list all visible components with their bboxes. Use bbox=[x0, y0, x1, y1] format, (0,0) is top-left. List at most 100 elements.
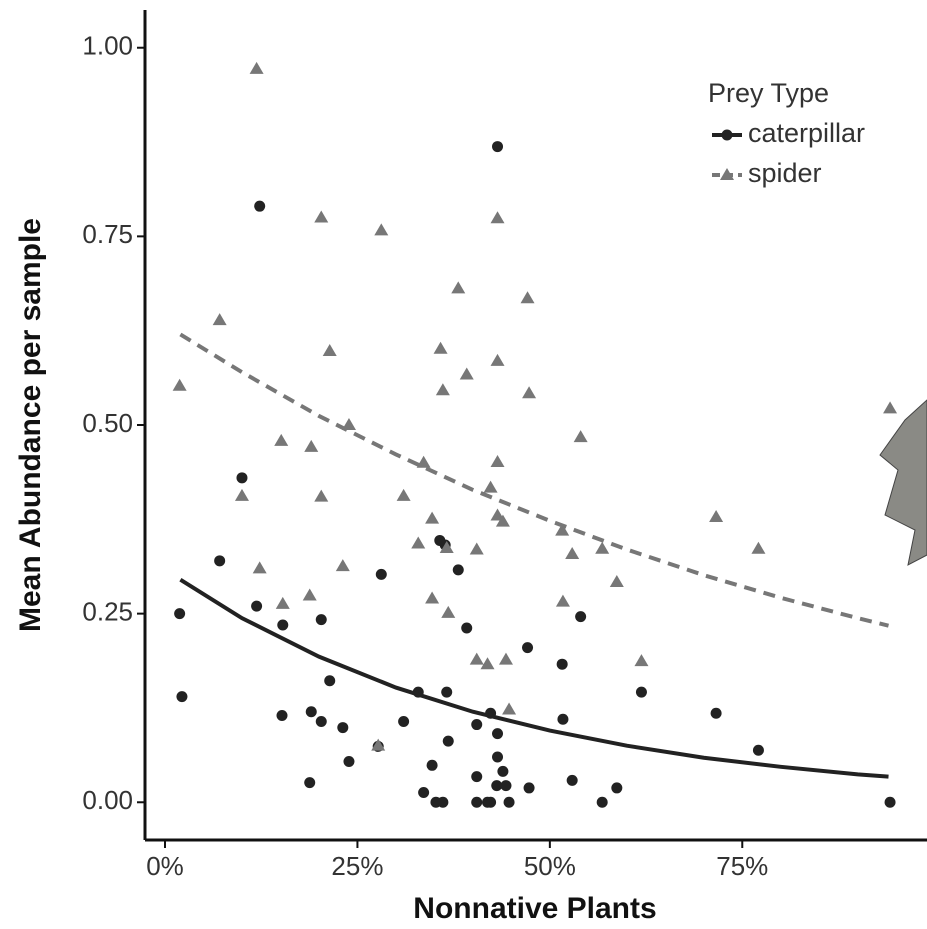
point bbox=[276, 710, 288, 721]
point bbox=[556, 658, 568, 670]
point bbox=[490, 508, 505, 521]
moth-illustration bbox=[879, 399, 927, 566]
point bbox=[425, 511, 440, 524]
legend-title: Prey Type bbox=[708, 78, 829, 108]
point bbox=[375, 568, 387, 580]
point bbox=[314, 489, 329, 502]
x-tick-label: 75% bbox=[716, 851, 768, 881]
y-tick-label: 0.75 bbox=[82, 219, 133, 249]
point bbox=[322, 344, 337, 357]
point bbox=[396, 488, 411, 501]
point bbox=[492, 728, 504, 740]
point bbox=[573, 430, 588, 443]
point bbox=[522, 386, 537, 399]
y-axis-title: Mean Abundance per sample bbox=[14, 218, 47, 632]
point bbox=[302, 588, 317, 601]
legend-marker bbox=[720, 168, 734, 180]
point bbox=[252, 561, 267, 574]
point bbox=[314, 210, 329, 223]
point bbox=[634, 654, 649, 667]
point bbox=[234, 488, 249, 501]
point bbox=[523, 782, 535, 794]
x-tick-label: 0% bbox=[146, 851, 184, 881]
point bbox=[305, 706, 317, 718]
point bbox=[411, 536, 426, 549]
point bbox=[883, 401, 898, 414]
point bbox=[497, 765, 509, 777]
point bbox=[471, 771, 483, 783]
point bbox=[522, 642, 534, 654]
point bbox=[555, 523, 570, 536]
point bbox=[441, 686, 453, 698]
point bbox=[709, 510, 724, 523]
point bbox=[214, 555, 226, 567]
point bbox=[374, 223, 389, 236]
point bbox=[398, 716, 410, 728]
fit-line bbox=[179, 332, 889, 628]
point bbox=[752, 744, 764, 756]
point bbox=[596, 796, 608, 808]
fit-line bbox=[179, 577, 889, 779]
point bbox=[176, 691, 188, 703]
point bbox=[451, 281, 466, 294]
point bbox=[609, 574, 624, 587]
x-axis-title: Nonnative Plants bbox=[413, 892, 656, 925]
point bbox=[500, 780, 512, 792]
point bbox=[611, 782, 623, 794]
point bbox=[452, 564, 464, 576]
point bbox=[315, 614, 327, 626]
point bbox=[212, 313, 227, 326]
point bbox=[304, 439, 319, 452]
point bbox=[495, 514, 510, 527]
point bbox=[490, 211, 505, 224]
point bbox=[371, 738, 386, 751]
point bbox=[337, 722, 349, 734]
point bbox=[277, 619, 289, 631]
point bbox=[503, 796, 515, 808]
point bbox=[439, 540, 454, 553]
point bbox=[498, 652, 513, 665]
point bbox=[335, 559, 350, 572]
point bbox=[249, 61, 264, 74]
point bbox=[343, 756, 355, 768]
point bbox=[274, 433, 289, 446]
point bbox=[172, 378, 187, 391]
point bbox=[174, 608, 186, 620]
y-tick-label: 0.25 bbox=[82, 597, 133, 627]
point bbox=[416, 455, 431, 468]
point bbox=[471, 796, 483, 808]
point bbox=[483, 480, 498, 493]
y-tick-label: 0.50 bbox=[82, 408, 133, 438]
point bbox=[236, 472, 248, 484]
point bbox=[433, 341, 448, 354]
point bbox=[275, 596, 290, 609]
y-tick-label: 1.00 bbox=[82, 31, 133, 61]
point bbox=[426, 759, 438, 771]
point bbox=[635, 686, 647, 698]
point bbox=[884, 796, 896, 808]
point bbox=[565, 547, 580, 560]
point bbox=[304, 777, 316, 789]
point bbox=[485, 796, 497, 808]
point bbox=[441, 605, 456, 618]
point bbox=[480, 657, 495, 670]
point bbox=[502, 702, 517, 715]
point bbox=[751, 541, 766, 554]
legend-label: caterpillar bbox=[748, 118, 865, 148]
point bbox=[566, 774, 578, 786]
point bbox=[442, 735, 454, 747]
point bbox=[461, 622, 473, 634]
point bbox=[469, 542, 484, 555]
point bbox=[710, 707, 722, 719]
point bbox=[490, 454, 505, 467]
y-tick-label: 0.00 bbox=[82, 785, 133, 815]
point bbox=[437, 796, 449, 808]
point bbox=[555, 594, 570, 607]
point bbox=[575, 611, 587, 623]
point bbox=[491, 780, 503, 792]
point bbox=[435, 383, 450, 396]
point bbox=[324, 675, 336, 687]
point bbox=[315, 716, 327, 728]
point bbox=[471, 719, 483, 731]
